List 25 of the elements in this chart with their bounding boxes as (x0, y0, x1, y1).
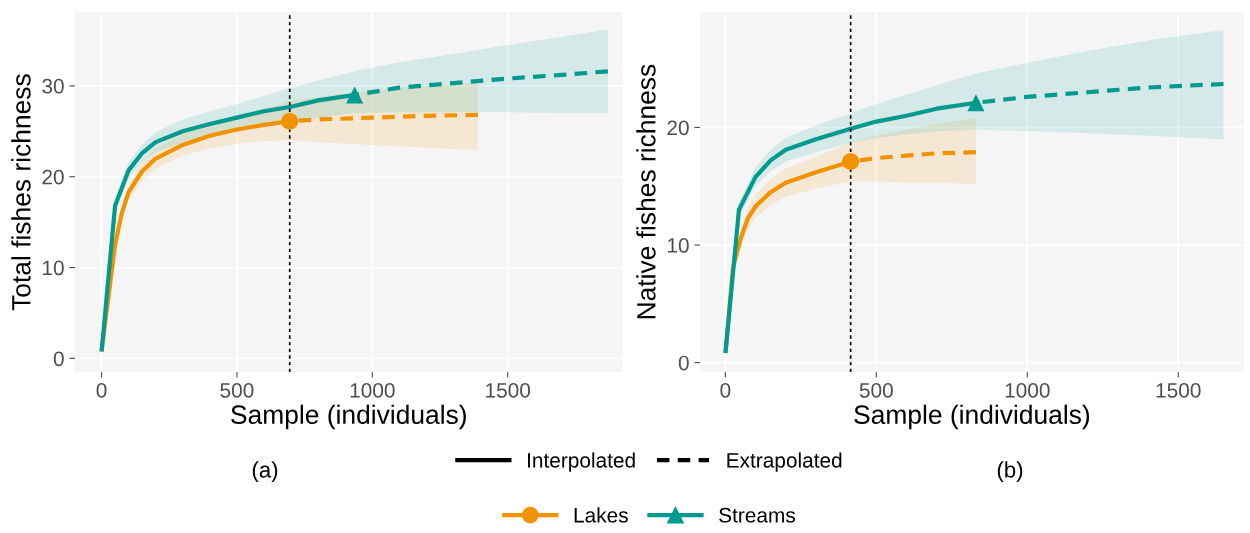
x-tick-label: 0 (96, 383, 107, 398)
x-tick-label: 1000 (1005, 383, 1050, 398)
y-tick-label: 10 (43, 260, 64, 276)
y-axis-title: Total fishes richness (11, 74, 31, 311)
text: (a) (252, 461, 278, 483)
x-tick-label: 1000 (350, 383, 395, 398)
text: (b) (997, 461, 1023, 483)
y-tick-label: 0 (53, 351, 64, 367)
legend-label: Streams (719, 507, 795, 523)
x-axis-title: Sample (individuals) (854, 404, 1090, 430)
text: Extrapolated (727, 452, 842, 472)
x-tick-label: 0 (720, 383, 731, 398)
text: Interpolated (528, 452, 635, 472)
y-tick-label: 10 (668, 238, 689, 253)
y-tick-label: 30 (42, 78, 64, 94)
x-axis-title: Sample (individuals) (231, 404, 466, 430)
y-tick-label: 20 (42, 169, 64, 185)
y-tick-label: 0 (678, 355, 689, 371)
y-tick-label: 20 (667, 120, 689, 136)
legend-label: Lakes (574, 507, 628, 523)
x-tick-label: 1500 (486, 383, 531, 398)
x-tick-label: 1500 (1156, 383, 1201, 398)
x-tick-label: 500 (859, 383, 893, 398)
y-axis-title: Native fishes richness (636, 64, 656, 319)
x-tick-label: 500 (220, 383, 254, 398)
